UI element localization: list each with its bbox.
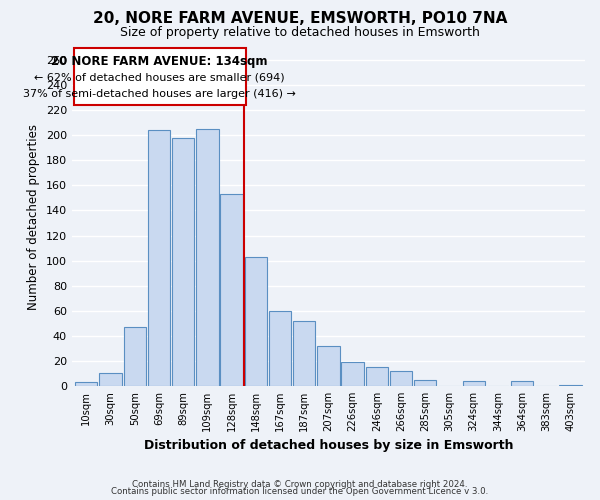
Bar xyxy=(269,310,291,386)
Bar xyxy=(511,381,533,386)
X-axis label: Distribution of detached houses by size in Emsworth: Distribution of detached houses by size … xyxy=(143,440,513,452)
Bar xyxy=(172,138,194,386)
Bar xyxy=(100,374,122,386)
Bar xyxy=(220,194,243,386)
Bar xyxy=(559,384,581,386)
Text: Contains HM Land Registry data © Crown copyright and database right 2024.: Contains HM Land Registry data © Crown c… xyxy=(132,480,468,489)
Bar xyxy=(75,382,97,386)
Text: Size of property relative to detached houses in Emsworth: Size of property relative to detached ho… xyxy=(120,26,480,39)
Text: 37% of semi-detached houses are larger (416) →: 37% of semi-detached houses are larger (… xyxy=(23,89,296,99)
Bar xyxy=(124,327,146,386)
Y-axis label: Number of detached properties: Number of detached properties xyxy=(27,124,40,310)
Bar xyxy=(365,367,388,386)
Text: Contains public sector information licensed under the Open Government Licence v : Contains public sector information licen… xyxy=(112,487,488,496)
Text: 20, NORE FARM AVENUE, EMSWORTH, PO10 7NA: 20, NORE FARM AVENUE, EMSWORTH, PO10 7NA xyxy=(93,11,507,26)
Bar xyxy=(148,130,170,386)
Bar xyxy=(317,346,340,386)
Bar xyxy=(245,257,267,386)
Bar xyxy=(293,321,316,386)
Bar xyxy=(463,381,485,386)
Bar xyxy=(196,129,218,386)
Bar xyxy=(390,371,412,386)
Text: ← 62% of detached houses are smaller (694): ← 62% of detached houses are smaller (69… xyxy=(34,72,285,83)
Text: 20 NORE FARM AVENUE: 134sqm: 20 NORE FARM AVENUE: 134sqm xyxy=(52,55,268,68)
FancyBboxPatch shape xyxy=(74,48,245,105)
Bar xyxy=(341,362,364,386)
Bar xyxy=(414,380,436,386)
